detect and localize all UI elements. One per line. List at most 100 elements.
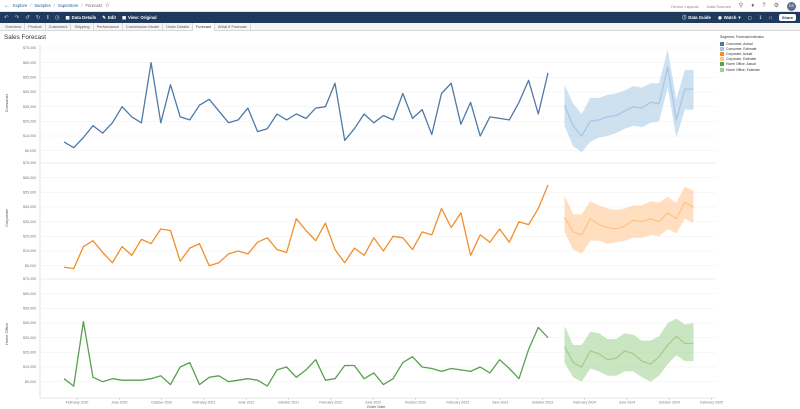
- legend-swatch: [720, 41, 724, 46]
- settings-gear-icon[interactable]: ⚙: [773, 3, 779, 9]
- x-tick-label: October 2023: [532, 401, 553, 405]
- favorite-star-icon[interactable]: ☆: [104, 2, 111, 9]
- tab-order-details[interactable]: Order Details: [163, 22, 193, 31]
- y-tick-label: $25,000: [23, 120, 36, 124]
- y-tick-label: $65,000: [23, 292, 36, 296]
- dashboard-tabs: Overview Product Customers Shipping Performa…: [0, 22, 800, 31]
- watch-button[interactable]: ◉ Watch ▾: [718, 15, 741, 21]
- data-details-button[interactable]: ▦ Data Details: [66, 15, 97, 21]
- undo-icon[interactable]: ↶: [4, 14, 9, 21]
- y-tick-label: $45,000: [23, 90, 36, 94]
- estimate-line: [563, 66, 694, 137]
- x-tick-label: February 2023: [446, 401, 469, 405]
- legend-item[interactable]: Home Office, Estimate: [720, 67, 798, 72]
- tab-product[interactable]: Product: [25, 22, 46, 31]
- y-tick-label: $65,000: [23, 61, 36, 65]
- legend-label: Consumer, Actual: [726, 41, 753, 46]
- estimate-band: [564, 186, 694, 254]
- breadcrumb-superstore[interactable]: Superstore: [57, 3, 79, 8]
- notifications-bell-icon[interactable]: ♦: [751, 3, 755, 9]
- data-details-label: Data Details: [71, 15, 97, 20]
- comments-icon[interactable]: ▢: [747, 14, 752, 20]
- y-tick-label: $65,000: [23, 176, 36, 180]
- tab-customers[interactable]: Customers: [46, 22, 72, 31]
- legend-title: Segment, Forecast indicator: [720, 35, 764, 39]
- edit-pencil-icon: ✎: [102, 14, 106, 20]
- redo-icon[interactable]: ↷: [14, 14, 20, 21]
- x-tick-label: October 2021: [278, 401, 299, 405]
- estimate-band: [564, 318, 694, 382]
- edit-button[interactable]: ✎ Edit: [102, 15, 116, 21]
- y-tick-label: $45,000: [23, 205, 36, 209]
- watch-eye-icon: ◉: [717, 14, 722, 20]
- x-tick-label: June 2022: [365, 401, 381, 405]
- x-tick-label: February 2024: [573, 401, 596, 405]
- help-icon[interactable]: ?: [762, 3, 766, 9]
- data-guide-button[interactable]: ⓘ Data Guide: [682, 15, 711, 21]
- breadcrumb-forecast: Forecast: [85, 3, 102, 8]
- tab-performance[interactable]: Performance: [94, 22, 123, 31]
- x-tick-label: June 2024: [619, 401, 635, 405]
- tab-what-if-forecast[interactable]: What If Forecast: [215, 22, 251, 31]
- breadcrumb-separator: /: [30, 3, 32, 8]
- legend-swatch: [720, 51, 724, 56]
- actual-line: [63, 184, 549, 270]
- data-guide-label: Data Guide: [688, 15, 711, 20]
- y-tick-label: $55,000: [23, 191, 36, 195]
- tab-forecast[interactable]: Forecast: [192, 22, 216, 31]
- view-original-button[interactable]: ▣ View: Original: [122, 15, 157, 21]
- tab-shipping[interactable]: Shipping: [71, 22, 94, 31]
- refresh-icon[interactable]: ↻: [35, 14, 41, 21]
- fullscreen-icon[interactable]: □: [769, 15, 772, 20]
- actual-line: [63, 320, 549, 387]
- breadcrumb-separator: /: [81, 3, 83, 8]
- chart-title: Sales Forecast: [4, 34, 46, 41]
- tab-overview[interactable]: Overview: [2, 22, 26, 31]
- legend-item[interactable]: Home Office, Actual: [720, 62, 798, 67]
- x-tick-label: October 2020: [151, 401, 172, 405]
- x-tick-label: February 2020: [66, 401, 89, 405]
- back-arrow-icon[interactable]: ←: [4, 2, 10, 9]
- x-tick-label: February 2022: [319, 401, 342, 405]
- top-navigation-bar: ← Explore / Samples / Superstore / Forec…: [0, 0, 800, 12]
- legend-swatch: [720, 46, 724, 51]
- device-layouts-button[interactable]: Device Layouts: [671, 3, 699, 9]
- download-icon[interactable]: ↧: [758, 14, 763, 20]
- share-button[interactable]: Share: [778, 14, 796, 21]
- legend-item[interactable]: Consumer, Estimate: [720, 46, 798, 51]
- legend-item[interactable]: Corporate, Actual: [720, 51, 798, 56]
- x-tick-label: October 2022: [405, 401, 426, 405]
- legend-label: Home Office, Estimate: [726, 67, 760, 72]
- x-tick-label: February 2021: [193, 401, 216, 405]
- search-icon[interactable]: ⚲: [738, 3, 744, 9]
- legend: Segment, Forecast indicator Consumer, Ac…: [720, 35, 798, 72]
- data-sources-button[interactable]: Data Sources: [706, 3, 731, 9]
- tab-commission-model[interactable]: Commission Model: [123, 22, 163, 31]
- legend-swatch: [720, 57, 724, 62]
- y-tick-label: $75,000: [23, 161, 36, 165]
- y-tick-label: $5,000: [25, 380, 36, 384]
- x-tick-label: February 2025: [700, 401, 723, 405]
- pause-icon[interactable]: ‖: [46, 14, 49, 21]
- breadcrumb-samples[interactable]: Samples: [34, 3, 51, 8]
- breadcrumb-explore[interactable]: Explore: [13, 3, 28, 8]
- x-axis-label: Order Date: [367, 405, 386, 409]
- y-tick-label: $25,000: [23, 351, 36, 355]
- y-tick-label: $55,000: [23, 307, 36, 311]
- legend-item[interactable]: Corporate, Estimate: [720, 57, 798, 62]
- pane-label: Consumer: [4, 93, 9, 112]
- revert-icon[interactable]: ↺: [25, 14, 30, 21]
- watch-label: Watch: [723, 15, 737, 20]
- legend-item[interactable]: Consumer, Actual: [720, 41, 798, 46]
- y-tick-label: $15,000: [23, 134, 36, 138]
- actual-line: [63, 62, 549, 149]
- share-label: Share: [781, 15, 793, 20]
- history-icon[interactable]: ◷: [54, 14, 60, 21]
- estimate-line: [563, 201, 694, 236]
- user-avatar[interactable]: DS: [787, 1, 796, 11]
- view-icon: ▣: [121, 14, 126, 20]
- legend-swatch: [720, 67, 724, 72]
- y-tick-label: $5,000: [25, 149, 36, 153]
- view-toolbar: ↶ ↷ ↺ ↻ ‖ ◷ ▦ Data Details ✎ Edit ▣ View: O…: [0, 12, 800, 23]
